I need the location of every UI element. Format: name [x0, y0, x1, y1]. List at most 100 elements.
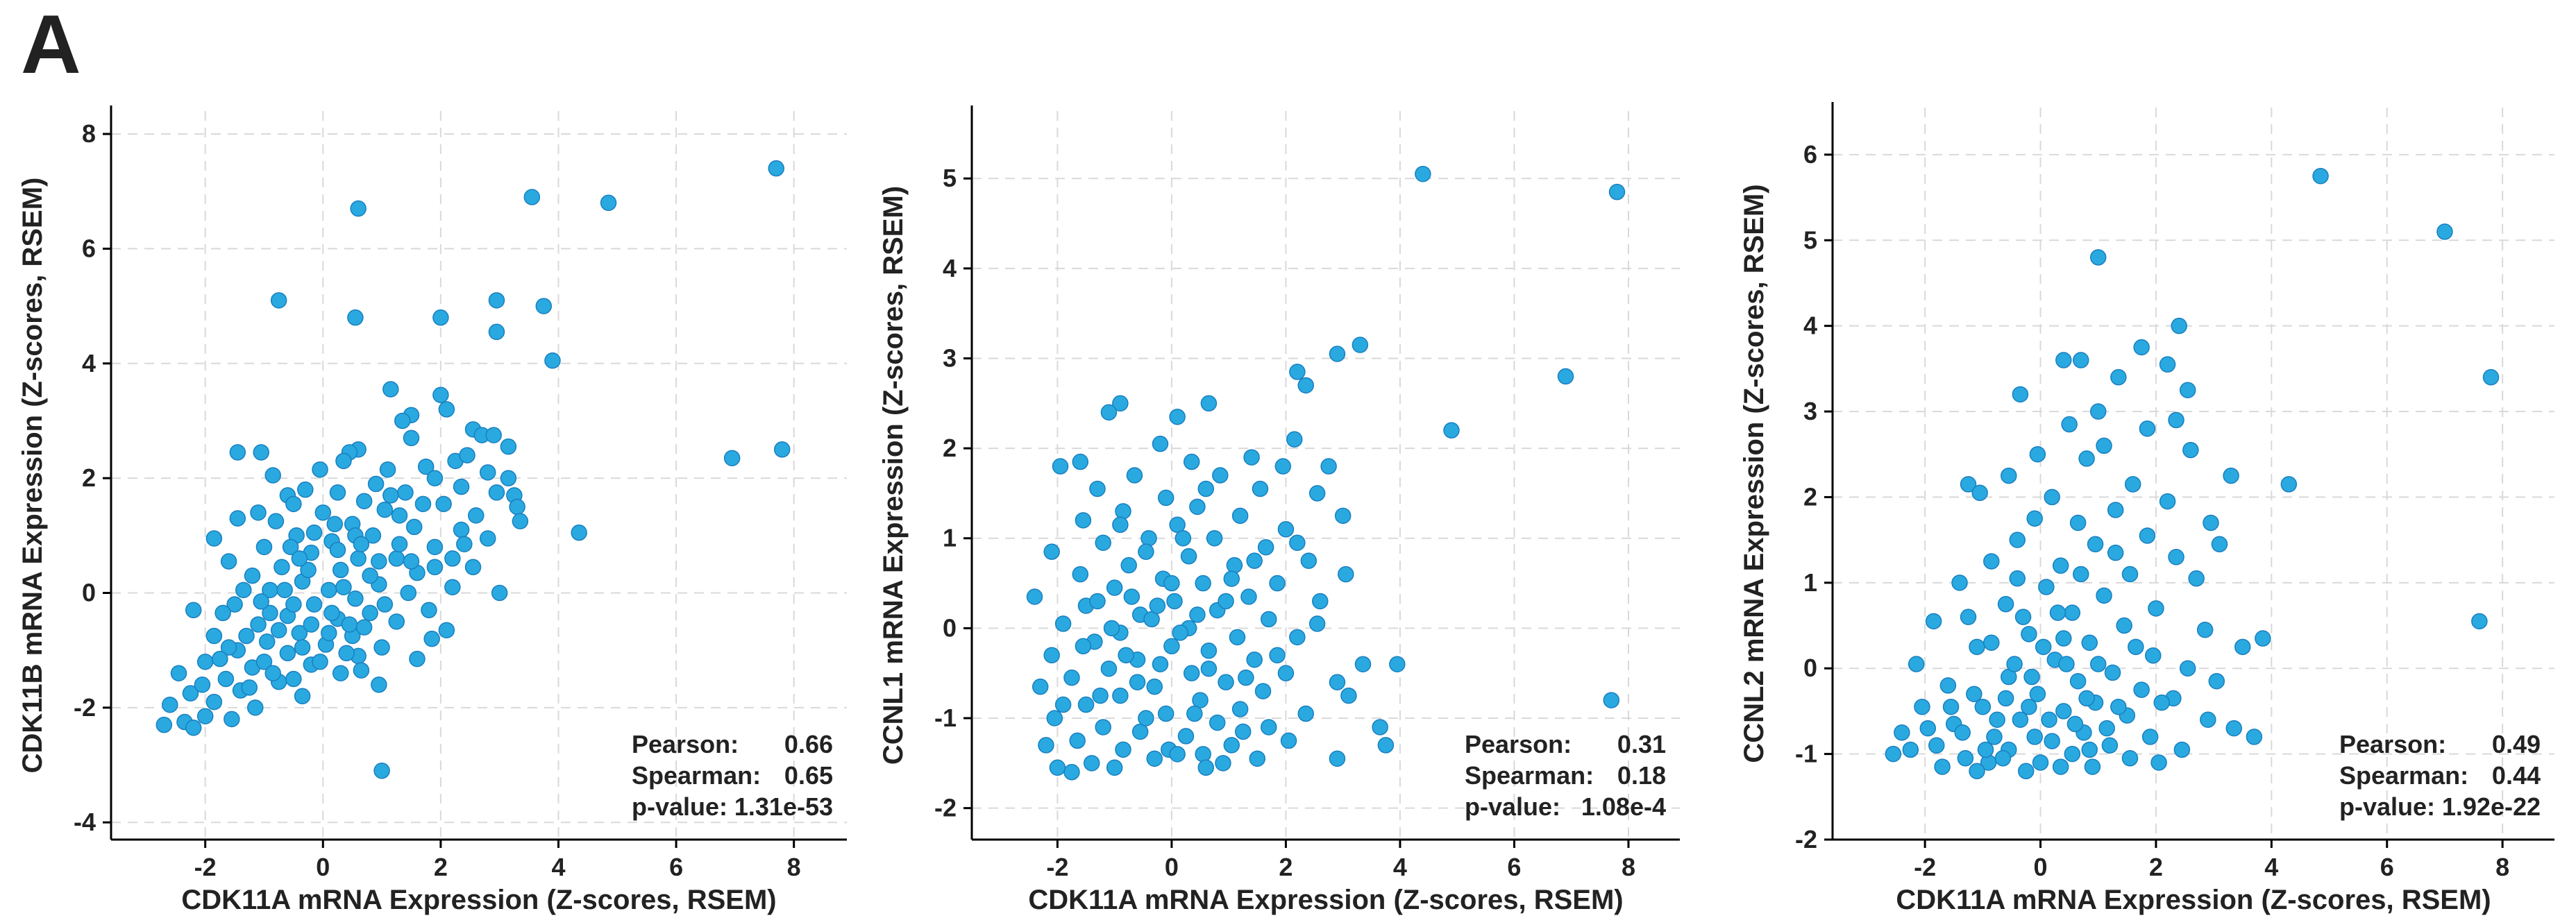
scatter-point: [2223, 467, 2239, 484]
scatter-point: [217, 670, 235, 688]
scatter-point: [1049, 759, 1066, 776]
scatter-point: [2084, 758, 2101, 775]
scatter-point: [438, 622, 455, 638]
scatter-point: [1106, 579, 1123, 596]
scatter-point: [2081, 741, 2098, 758]
scatter-point: [1072, 566, 1089, 583]
scatter-point: [300, 561, 317, 579]
scatter-point: [1131, 723, 1149, 740]
y-tick-label: 4: [943, 254, 957, 282]
scatter-point: [1908, 656, 1925, 672]
x-axis-title: CDK11A mRNA Expression (Z-scores, RSEM): [181, 885, 776, 915]
p-value-label: p-value:: [2339, 792, 2435, 821]
scatter-point: [1289, 364, 1306, 380]
x-tick-label: 4: [2264, 853, 2278, 881]
scatter-point: [1223, 737, 1240, 754]
scatter-point: [1026, 588, 1043, 605]
scatter-point: [2044, 733, 2060, 749]
scatter-point: [1997, 595, 2014, 613]
scatter-point: [444, 550, 461, 567]
scatter-point: [2035, 638, 2052, 656]
scatter-point: [1971, 484, 1988, 502]
y-axis-title: CDK11B mRNA Expression (Z-scores, RSEM): [17, 178, 48, 774]
scatter-point: [1352, 337, 1369, 353]
scatter-point: [1372, 719, 1388, 736]
scatter-point: [2069, 672, 2087, 690]
scatter-point: [1112, 687, 1129, 704]
scatter-point: [1340, 687, 1357, 704]
scatter-point: [1289, 534, 1306, 551]
scatter-point: [1172, 624, 1188, 641]
scatter-point: [253, 593, 269, 610]
scatter-point: [1994, 750, 2012, 767]
pearson-label: Pearson:: [1465, 730, 1572, 758]
x-tick-label: 2: [2149, 853, 2163, 881]
scatter-point: [2055, 630, 2072, 647]
scatter-point: [2482, 368, 2500, 386]
scatter-point: [291, 550, 308, 567]
scatter-point: [488, 323, 505, 341]
scatter-point: [1177, 728, 1195, 745]
x-tick-label: -2: [194, 853, 217, 881]
scatter-point: [1069, 732, 1086, 749]
scatter-point: [1329, 346, 1346, 362]
scatter-point: [1312, 593, 1329, 610]
scatter-point: [1226, 556, 1243, 574]
scatter-point: [162, 696, 178, 713]
scatter-point: [1200, 643, 1218, 659]
scatter-point: [2055, 703, 2072, 720]
scatter-point: [512, 513, 529, 529]
scatter-point: [1163, 638, 1180, 655]
scatter-point: [1389, 656, 1406, 672]
scatter-point: [453, 478, 470, 495]
scatter-point: [1152, 656, 1169, 672]
scatter-point: [379, 461, 396, 478]
scatter-point: [2014, 609, 2032, 625]
scatter-point: [403, 553, 420, 570]
scatter-point: [571, 524, 587, 541]
scatter-point: [1334, 507, 1352, 525]
scatter-point: [523, 189, 541, 205]
scatter-point: [403, 430, 420, 447]
scatter-point: [347, 590, 364, 607]
scatter-point: [1209, 714, 1226, 731]
scatter-point: [405, 518, 423, 536]
scatter-point: [1231, 701, 1249, 717]
scatter-point: [388, 550, 405, 567]
scatter-point: [1046, 710, 1063, 726]
y-tick-label: -1: [1795, 740, 1817, 768]
scatter-point: [1218, 593, 1234, 610]
scatter-point: [2066, 715, 2084, 733]
scatter-point: [421, 602, 437, 619]
scatter-point: [2078, 690, 2095, 707]
scatter-point: [1100, 404, 1118, 421]
scatter-point: [2026, 729, 2043, 745]
scatter-point: [2188, 570, 2205, 587]
scatter-point: [2001, 467, 2017, 484]
y-tick-label: 0: [943, 613, 957, 642]
scatter-point: [382, 381, 399, 398]
x-tick-label: 2: [1279, 853, 1293, 881]
p-value-label: p-value:: [632, 792, 727, 821]
scatter-point: [1197, 480, 1215, 498]
scatter-point: [2168, 411, 2184, 429]
scatter-point: [1063, 669, 1080, 686]
scatter-point: [1969, 763, 1985, 780]
scatter-point: [347, 309, 364, 326]
scatter-point: [341, 616, 358, 633]
scatter-point: [1983, 553, 2000, 570]
scatter-point: [2073, 352, 2089, 368]
pearson-value: 0.31: [1617, 730, 1666, 758]
scatter-point: [2081, 634, 2098, 651]
scatter-point: [205, 530, 223, 547]
scatter-point: [205, 627, 223, 645]
scatter-point: [350, 550, 367, 567]
scatter-point: [2069, 514, 2087, 532]
spearman-label: Spearman:: [1465, 761, 1594, 790]
scatter-point: [1957, 750, 1974, 767]
y-tick-label: 4: [1803, 312, 1817, 340]
scatter-point: [1077, 696, 1095, 713]
scatter-point: [294, 688, 311, 705]
scatter-point: [544, 352, 561, 369]
y-tick-label: 3: [943, 343, 957, 372]
